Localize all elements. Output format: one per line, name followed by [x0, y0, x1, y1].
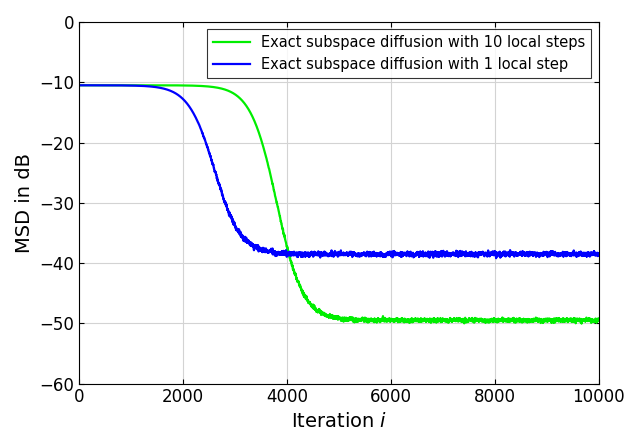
Exact subspace diffusion with 1 local step [76, 83, 83, 88]
Exact subspace diffusion with 1 local step [129, 83, 136, 88]
Exact subspace diffusion with 1 local step [570, 249, 578, 254]
Exact subspace diffusion with 10 local steps [595, 317, 602, 322]
Exact subspace diffusion with 1 local step [595, 253, 602, 259]
Exact subspace diffusion with 10 local steps [129, 83, 136, 88]
Exact subspace diffusion with 10 local steps [379, 317, 387, 322]
Exact subspace diffusion with 1 local step [379, 253, 387, 258]
Line: Exact subspace diffusion with 1 local step: Exact subspace diffusion with 1 local st… [79, 85, 598, 258]
Exact subspace diffusion with 10 local steps [177, 83, 185, 88]
Legend: Exact subspace diffusion with 10 local steps, Exact subspace diffusion with 1 lo: Exact subspace diffusion with 10 local s… [207, 29, 591, 78]
Exact subspace diffusion with 1 local step [492, 256, 500, 261]
Line: Exact subspace diffusion with 10 local steps: Exact subspace diffusion with 10 local s… [79, 85, 598, 323]
Exact subspace diffusion with 1 local step [427, 250, 435, 255]
Exact subspace diffusion with 1 local step [177, 95, 185, 100]
Exact subspace diffusion with 10 local steps [570, 318, 578, 323]
Exact subspace diffusion with 10 local steps [76, 83, 83, 88]
Exact subspace diffusion with 1 local step [434, 253, 442, 258]
Exact subspace diffusion with 10 local steps [427, 319, 435, 324]
Exact subspace diffusion with 10 local steps [578, 321, 586, 326]
Exact subspace diffusion with 10 local steps [434, 316, 442, 321]
X-axis label: Iteration $i$: Iteration $i$ [291, 412, 387, 431]
Y-axis label: MSD in dB: MSD in dB [15, 153, 34, 253]
